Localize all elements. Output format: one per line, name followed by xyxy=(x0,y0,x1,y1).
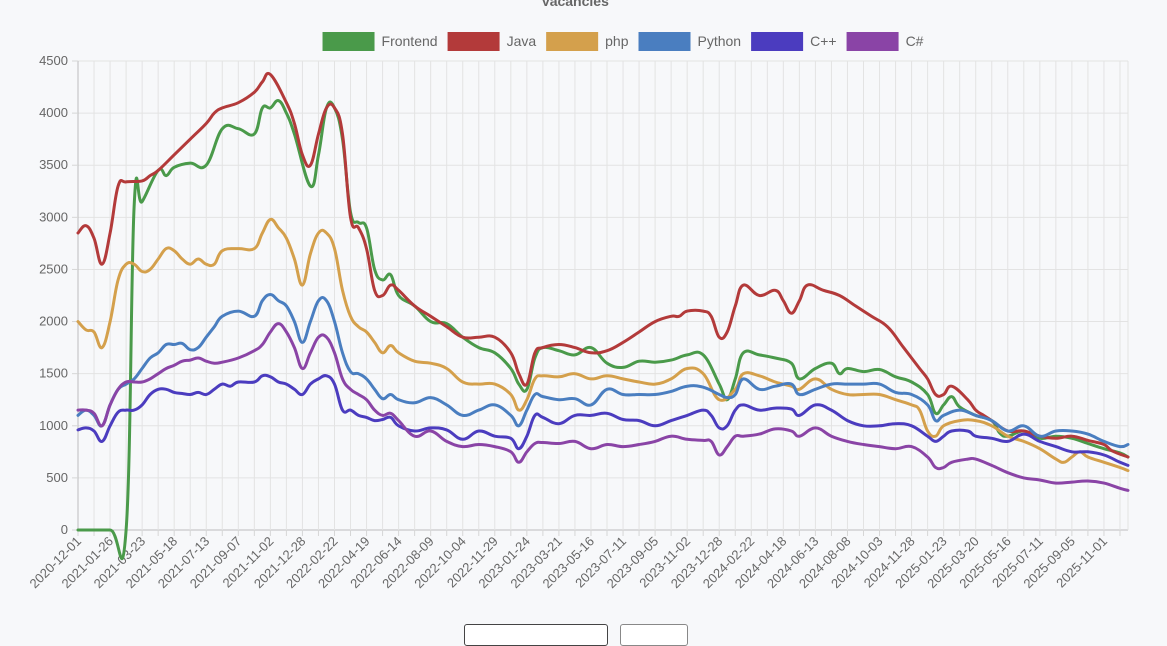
y-tick-label: 3000 xyxy=(39,209,68,224)
y-axis: 0 500 1000 1500 2000 2500 3000 3500 4000 4500 xyxy=(39,53,78,537)
y-tick-label: 4000 xyxy=(39,105,68,120)
legend-item-python[interactable]: Python xyxy=(638,32,742,51)
legend-swatch xyxy=(447,32,500,51)
bottom-control-button-2[interactable] xyxy=(620,624,688,646)
y-tick-label: 2500 xyxy=(39,261,68,276)
legend-label: C# xyxy=(906,33,924,49)
legend-item-c-[interactable]: C++ xyxy=(751,32,837,51)
legend-label: Java xyxy=(507,33,537,49)
legend-item-frontend[interactable]: Frontend xyxy=(322,32,438,51)
y-tick-label: 2000 xyxy=(39,314,68,329)
legend-swatch xyxy=(322,32,375,51)
y-tick-label: 4500 xyxy=(39,53,68,68)
legend-label: php xyxy=(605,33,629,49)
chart-series xyxy=(76,71,1130,561)
series-line-python xyxy=(76,293,1130,449)
vacancies-line-chart: Vacancies Frontend Java php Python C++ C# 0 50… xyxy=(26,0,1130,591)
legend-item-c-[interactable]: C# xyxy=(846,32,924,51)
x-axis: 2020-12-012021-01-262021-03-232021-05-18… xyxy=(26,530,1121,591)
series-line-c- xyxy=(76,322,1130,492)
y-tick-label: 1500 xyxy=(39,366,68,381)
legend-label: Frontend xyxy=(382,33,438,49)
y-tick-label: 3500 xyxy=(39,157,68,172)
series-line-java xyxy=(76,71,1130,459)
legend-item-java[interactable]: Java xyxy=(447,32,537,51)
legend-swatch xyxy=(638,32,691,51)
bottom-control-button-1[interactable] xyxy=(464,624,608,646)
series-line-frontend xyxy=(76,99,1130,561)
chart-legend: Frontend Java php Python C++ C# xyxy=(322,32,924,51)
y-tick-label: 0 xyxy=(61,522,68,537)
series-line-c- xyxy=(76,373,1130,467)
legend-label: C++ xyxy=(810,33,836,49)
legend-swatch xyxy=(846,32,899,51)
y-tick-label: 1000 xyxy=(39,418,68,433)
series-line-php xyxy=(76,217,1130,473)
chart-title: Vacancies xyxy=(541,0,609,9)
y-tick-label: 500 xyxy=(46,470,68,485)
legend-label: Python xyxy=(698,33,742,49)
legend-item-php[interactable]: php xyxy=(546,32,629,51)
legend-swatch xyxy=(751,32,804,51)
legend-swatch xyxy=(546,32,599,51)
